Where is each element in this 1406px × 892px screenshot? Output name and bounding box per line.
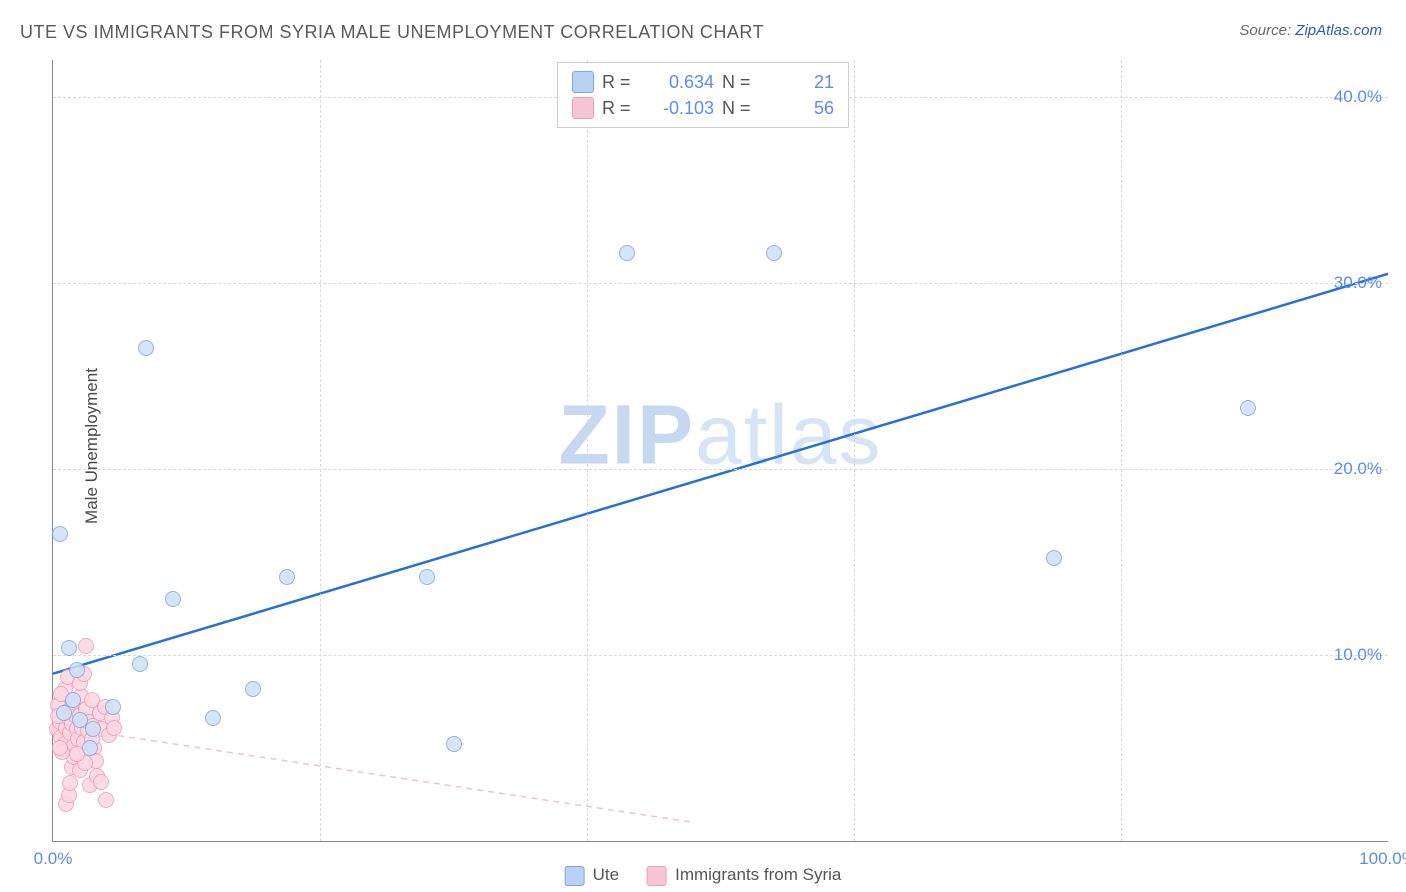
data-point: [245, 681, 261, 697]
legend-n-value-ute: 21: [764, 72, 834, 93]
legend-item-syria: Immigrants from Syria: [647, 865, 841, 886]
data-point: [69, 662, 85, 678]
legend-label-syria: Immigrants from Syria: [675, 865, 841, 884]
data-point: [766, 245, 782, 261]
legend-label-ute: Ute: [593, 865, 619, 884]
source-prefix: Source:: [1239, 22, 1295, 39]
data-point: [78, 638, 94, 654]
legend-n-label: N =: [722, 72, 756, 93]
legend-r-value-ute: 0.634: [644, 72, 714, 93]
gridline-v: [587, 60, 588, 841]
legend-r-label: R =: [602, 72, 636, 93]
gridline-v: [854, 60, 855, 841]
data-point: [1046, 550, 1062, 566]
data-point: [106, 720, 122, 736]
gridline-h: [53, 655, 1388, 656]
data-point: [446, 736, 462, 752]
chart-container: UTE VS IMMIGRANTS FROM SYRIA MALE UNEMPL…: [0, 0, 1406, 892]
data-point: [52, 740, 68, 756]
gridline-v: [1121, 60, 1122, 841]
data-point: [93, 774, 109, 790]
y-tick-label: 20.0%: [1334, 459, 1382, 479]
data-point: [98, 792, 114, 808]
plot-area: ZIPatlas 10.0%20.0%30.0%40.0%0.0%100.0%: [52, 60, 1388, 842]
data-point: [165, 591, 181, 607]
source-label: Source: ZipAtlas.com: [1239, 22, 1382, 39]
data-point: [138, 340, 154, 356]
gridline-h: [53, 469, 1388, 470]
data-point: [52, 526, 68, 542]
data-point: [65, 692, 81, 708]
legend-series: Ute Immigrants from Syria: [565, 865, 842, 886]
data-point: [85, 721, 101, 737]
legend-r-value-syria: -0.103: [644, 98, 714, 119]
legend-item-ute: Ute: [565, 865, 619, 886]
data-point: [419, 569, 435, 585]
legend-n-value-syria: 56: [764, 98, 834, 119]
watermark-zip: ZIP: [558, 387, 695, 481]
data-point: [619, 245, 635, 261]
data-point: [205, 710, 221, 726]
data-point: [62, 775, 78, 791]
data-point: [105, 699, 121, 715]
y-tick-label: 30.0%: [1334, 273, 1382, 293]
legend-swatch-syria: [572, 97, 594, 119]
data-point: [132, 656, 148, 672]
legend-n-label: N =: [722, 98, 756, 119]
trend-line: [53, 274, 1388, 674]
trend-lines: [53, 60, 1388, 841]
data-point: [82, 740, 98, 756]
y-tick-label: 10.0%: [1334, 645, 1382, 665]
gridline-v: [320, 60, 321, 841]
legend-swatch-ute: [572, 71, 594, 93]
legend-r-label: R =: [602, 98, 636, 119]
trend-line: [53, 726, 694, 823]
x-tick-label: 100.0%: [1359, 849, 1406, 869]
legend-row-ute: R = 0.634 N = 21: [572, 69, 834, 95]
legend-correlation: R = 0.634 N = 21 R = -0.103 N = 56: [557, 62, 849, 128]
chart-title: UTE VS IMMIGRANTS FROM SYRIA MALE UNEMPL…: [20, 22, 764, 43]
data-point: [279, 569, 295, 585]
data-point: [1240, 400, 1256, 416]
data-point: [61, 640, 77, 656]
legend-swatch-ute: [565, 866, 585, 886]
y-tick-label: 40.0%: [1334, 87, 1382, 107]
gridline-h: [53, 283, 1388, 284]
x-tick-label: 0.0%: [34, 849, 73, 869]
legend-swatch-syria: [647, 866, 667, 886]
legend-row-syria: R = -0.103 N = 56: [572, 95, 834, 121]
source-link[interactable]: ZipAtlas.com: [1295, 22, 1382, 39]
